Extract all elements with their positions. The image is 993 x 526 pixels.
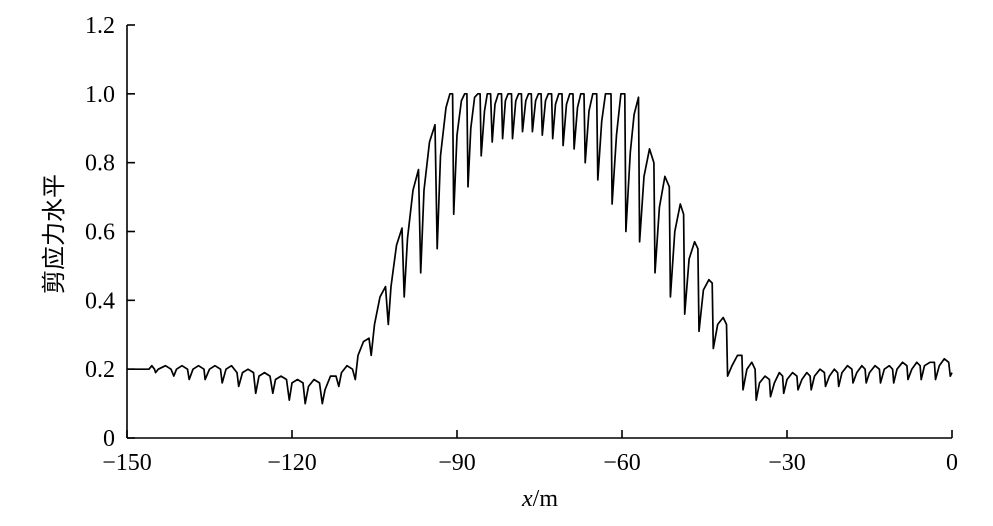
y-tick-label: 0.8: [85, 151, 115, 177]
x-tick-label: −30: [768, 450, 806, 476]
x-axis-unit: /m: [533, 486, 559, 512]
x-tick-label: −150: [102, 450, 152, 476]
y-tick-label: 1.0: [85, 82, 115, 108]
x-tick-label: −120: [267, 450, 317, 476]
y-tick-label: 0.2: [85, 357, 115, 383]
x-tick-label: 0: [946, 450, 958, 476]
series-line: [127, 92, 953, 405]
y-tick-label: 0: [103, 426, 115, 452]
y-axis-title: 剪应力水平: [41, 174, 68, 294]
x-axis-title: x/m: [521, 486, 558, 512]
y-ticks: 0 0.2 0.4 0.6 0.8 1.0 1.2: [85, 13, 135, 452]
x-tick-label: −60: [603, 450, 641, 476]
plot-area: [127, 92, 953, 405]
x-axis-variable: x: [521, 486, 533, 512]
y-tick-label: 1.2: [85, 13, 115, 39]
y-tick-label: 0.4: [85, 288, 115, 314]
x-tick-label: −90: [438, 450, 476, 476]
x-ticks: −150 −120 −90 −60 −30 0: [102, 430, 958, 476]
y-tick-label: 0.6: [85, 220, 115, 246]
